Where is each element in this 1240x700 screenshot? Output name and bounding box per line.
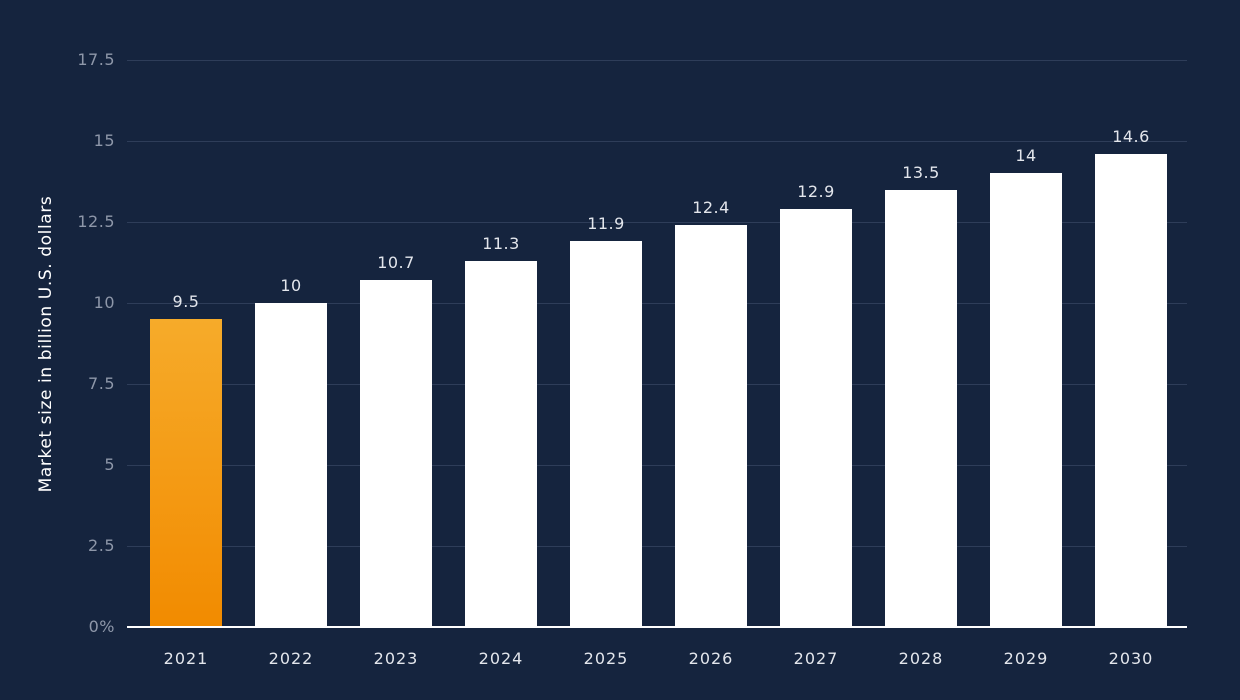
x-tick-label: 2024 [478,649,524,668]
y-tick-label: 10 [93,293,115,312]
x-tick-label: 2027 [793,649,839,668]
bar-value-label: 12.9 [797,182,835,202]
plot-area: 17.5 15 12.5 10 7.5 5 2.5 0% 9.5 2021 10 2022 10.7 20… [77,50,1187,668]
x-axis-line [127,626,1187,628]
gridline [127,384,1187,385]
bar [570,241,642,627]
gridline [127,141,1187,142]
x-tick-label: 2030 [1108,649,1154,668]
y-tick-label: 5 [104,455,115,474]
bar [360,280,432,627]
bar-value-label: 11.9 [587,214,625,234]
x-tick-label: 2028 [898,649,944,668]
x-tick-label: 2026 [688,649,734,668]
y-tick-label: 7.5 [88,374,115,393]
bar-value-label: 10 [280,276,302,295]
y-axis-title: Market size in billion U.S. dollars [36,195,56,493]
bar [1095,153,1167,627]
bar-value-label: 12.4 [692,198,730,218]
y-tick-label: 12.5 [77,212,115,231]
gridline [127,465,1187,466]
bar [990,173,1062,627]
x-tick-label: 2029 [1003,649,1049,668]
bar [780,209,852,627]
gridline [127,60,1187,61]
x-tick-label: 2021 [163,649,209,668]
y-tick-label: 15 [93,131,115,150]
bar-value-label: 9.5 [172,292,200,312]
bar-value-label: 13.5 [902,162,940,182]
x-tick-label: 2025 [583,649,629,668]
x-tick-label: 2022 [268,649,314,668]
bar-value-label: 10.7 [377,253,415,273]
bar-value-label: 14.6 [1112,126,1150,146]
bar-value-label: 14 [1015,146,1037,166]
gridline [127,222,1187,223]
y-tick-label: 17.5 [77,50,115,69]
x-tick-label: 2023 [373,649,419,668]
bar [885,189,957,627]
gridline [127,546,1187,547]
bar [465,260,537,627]
bar [675,225,747,627]
y-tick-label: 0% [88,617,115,636]
bar [255,303,327,627]
bar-value-label: 11.3 [482,233,520,253]
bar [150,319,222,627]
y-tick-label: 2.5 [88,536,115,555]
gridline [127,303,1187,304]
